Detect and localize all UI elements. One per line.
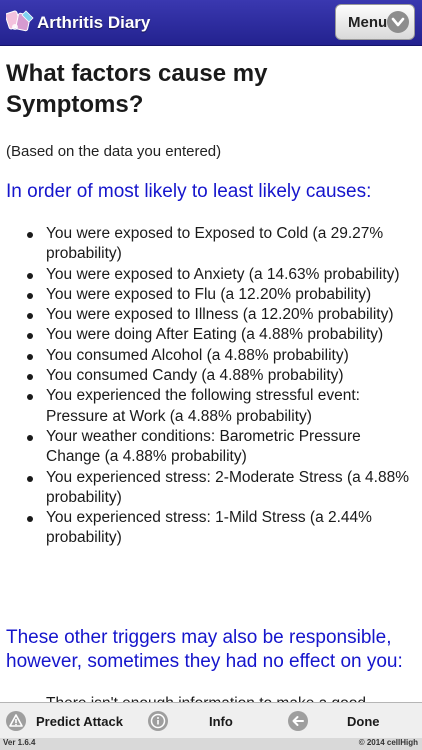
done-label: Done [347,714,380,729]
app-header: Arthritis Diary Menu [0,0,422,46]
other-triggers-list: There isn't enough information to make a… [27,694,416,702]
list-item: You experienced stress: 1-Mild Stress (a… [27,508,416,549]
menu-button-label: Menu [348,14,388,31]
list-item: You experienced stress: 2-Moderate Stres… [27,468,416,509]
list-item: You consumed Alcohol (a 4.88% probabilit… [27,346,416,366]
chevron-down-icon [387,11,409,33]
version-label: Ver 1.6.4 [3,738,36,747]
footer-bar: Ver 1.6.4 © 2014 cellHigh [0,738,422,750]
predict-attack-label: Predict Attack [36,714,123,729]
info-label: Info [209,714,233,729]
data-basis-note: (Based on the data you entered) [6,143,222,160]
list-item: You were exposed to Flu (a 12.20% probab… [27,285,416,305]
list-item: You consumed Candy (a 4.88% probability) [27,366,416,386]
report-content[interactable]: What factors cause my Symptoms? (Based o… [0,46,422,702]
list-item: There isn't enough information to make a… [27,694,416,702]
info-icon [148,711,168,731]
menu-button[interactable]: Menu [335,4,415,40]
list-item: You experienced the following stressful … [27,386,416,427]
bottom-toolbar: Predict Attack Info Done [0,702,422,739]
other-triggers-heading: These other triggers may also be respons… [6,627,403,672]
list-item: You were exposed to Exposed to Cold (a 2… [27,224,416,265]
list-item: You were exposed to Illness (a 12.20% pr… [27,305,416,325]
predict-attack-button[interactable]: Predict Attack [0,703,140,739]
info-button[interactable]: Info [142,703,282,739]
back-arrow-icon [288,711,308,731]
done-button[interactable]: Done [282,703,422,739]
copyright-label: © 2014 cellHigh [358,738,418,747]
page-title: What factors cause my Symptoms? [6,60,268,118]
app-title: Arthritis Diary [37,13,151,32]
list-item: Your weather conditions: Barometric Pres… [27,427,416,468]
app-logo-icon [6,10,34,32]
warning-icon [6,711,26,731]
likely-causes-heading: In order of most likely to least likely … [6,181,372,202]
list-item: You were exposed to Anxiety (a 14.63% pr… [27,265,416,285]
list-item: You were doing After Eating (a 4.88% pro… [27,325,416,345]
causes-list: You were exposed to Exposed to Cold (a 2… [27,224,416,549]
